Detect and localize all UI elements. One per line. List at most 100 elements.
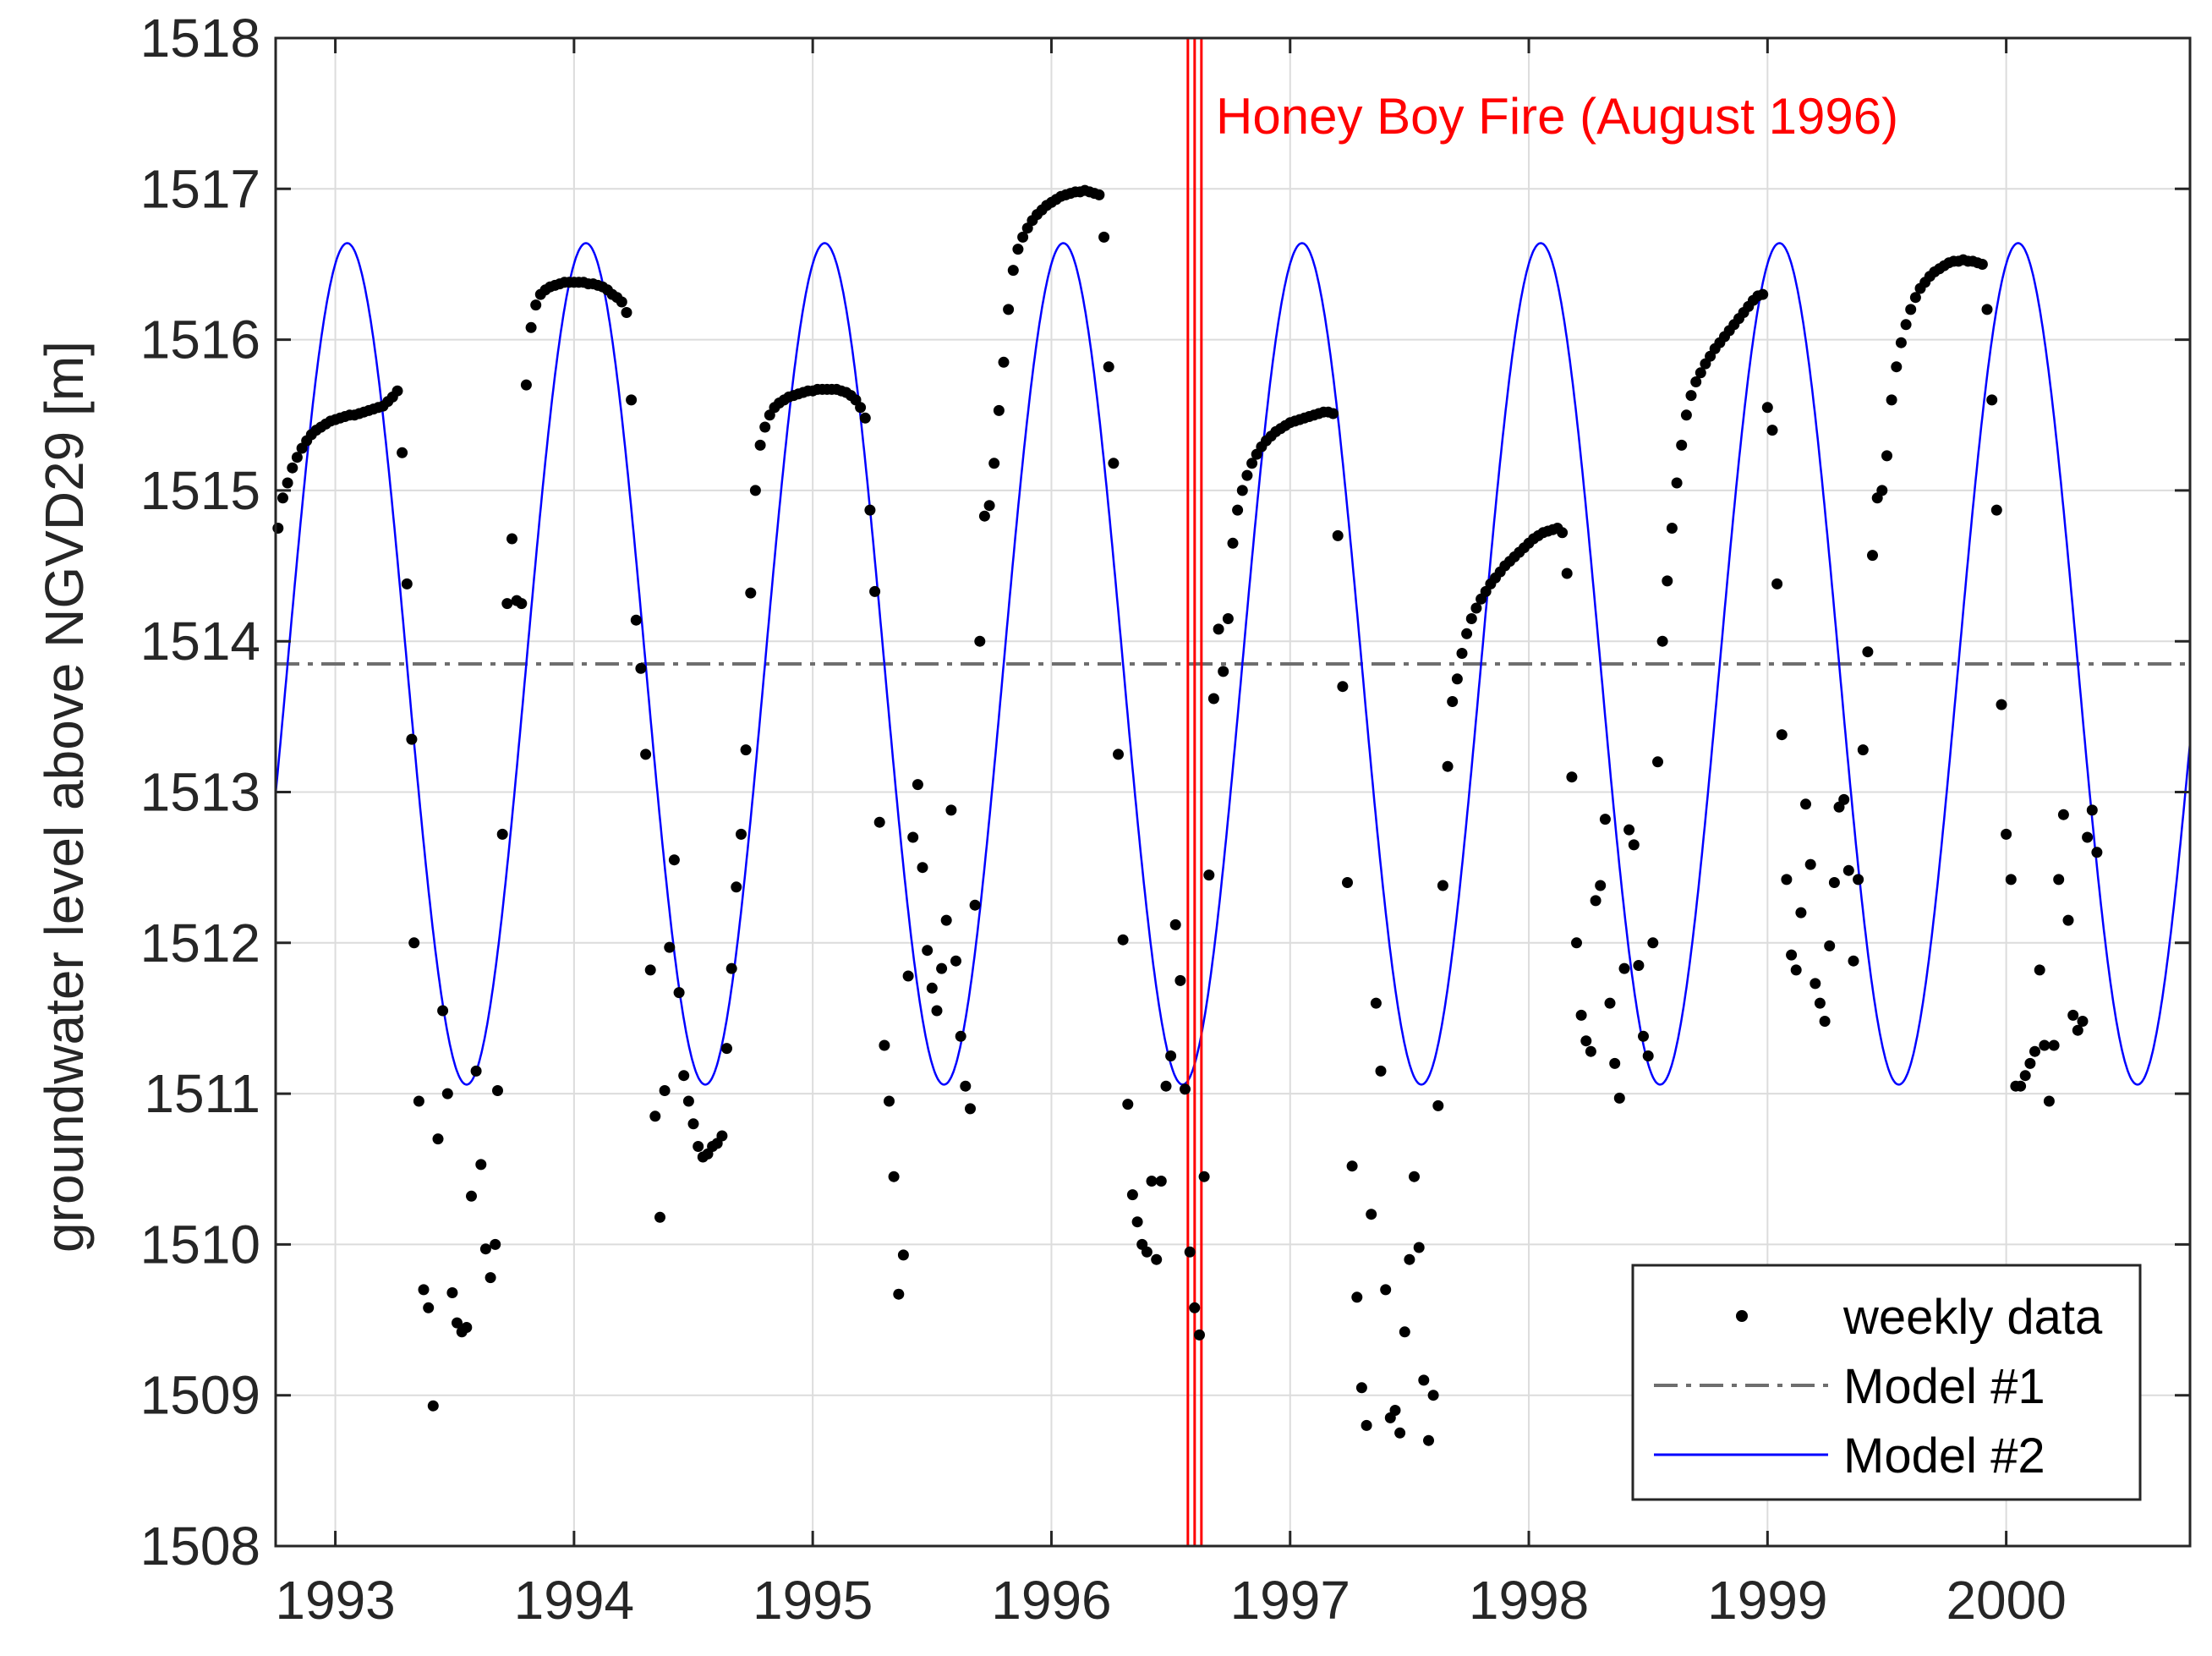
data-point — [654, 1211, 665, 1223]
data-point — [902, 970, 914, 982]
data-point — [1804, 858, 1816, 870]
data-point — [1695, 367, 1706, 379]
data-point — [1189, 1302, 1201, 1313]
data-point — [912, 779, 923, 791]
data-point — [1604, 997, 1616, 1009]
data-point — [884, 1095, 895, 1107]
data-point — [1380, 1284, 1392, 1296]
data-point — [955, 1030, 966, 1042]
data-point — [725, 962, 737, 974]
y-tick-label: 1516 — [140, 310, 260, 370]
x-tick-label: 1995 — [753, 1570, 873, 1631]
data-point — [859, 412, 871, 424]
data-point — [1141, 1246, 1153, 1258]
y-tick-label: 1515 — [140, 460, 260, 521]
data-point — [277, 492, 288, 504]
data-point — [418, 1284, 430, 1296]
data-point — [2029, 1045, 2040, 1057]
data-point — [678, 1070, 690, 1082]
data-point — [1647, 937, 1659, 949]
data-point — [731, 881, 742, 893]
data-point — [413, 1095, 424, 1107]
data-point — [1900, 319, 1912, 331]
data-point — [1776, 729, 1788, 741]
data-point — [1370, 997, 1382, 1009]
data-point — [1470, 602, 1482, 614]
data-point — [936, 962, 948, 974]
data-point — [1685, 390, 1697, 402]
data-point — [1590, 895, 1602, 907]
data-point — [2082, 831, 2094, 843]
data-point — [630, 614, 642, 626]
x-tick-label: 1993 — [275, 1570, 395, 1631]
legend-box — [1631, 1264, 2142, 1501]
data-point — [998, 356, 1010, 368]
data-point — [974, 635, 986, 647]
data-point — [940, 914, 952, 926]
data-point — [1623, 824, 1635, 836]
data-point — [272, 523, 284, 534]
data-point — [2091, 847, 2103, 858]
data-point — [1690, 376, 1702, 387]
data-point — [446, 1287, 458, 1298]
data-point — [978, 510, 990, 522]
data-point — [406, 733, 418, 745]
data-point — [983, 500, 995, 512]
data-point — [1337, 681, 1349, 693]
data-point — [490, 1238, 501, 1250]
data-point — [1442, 760, 1454, 772]
data-point — [1680, 409, 1692, 421]
data-point — [907, 831, 919, 843]
data-point — [965, 1103, 976, 1115]
data-point — [2053, 874, 2065, 886]
data-point — [1328, 408, 1339, 419]
data-point — [1986, 394, 1998, 406]
y-tick-label: 1517 — [140, 158, 260, 219]
y-axis-label: groundwater level above NGVD29 [m] — [34, 341, 95, 1253]
data-point — [1566, 771, 1578, 783]
data-point — [1232, 504, 1244, 516]
data-point — [649, 1110, 661, 1122]
data-point — [1881, 450, 1892, 462]
data-point — [2005, 874, 2017, 886]
data-point — [945, 804, 957, 816]
data-point — [1180, 1083, 1191, 1095]
data-point — [1981, 304, 1993, 315]
y-tick-label: 1511 — [144, 1063, 260, 1124]
y-tick-label: 1508 — [140, 1516, 260, 1576]
data-point — [1862, 646, 1874, 658]
data-point — [1113, 748, 1124, 760]
data-point — [897, 1249, 909, 1261]
data-point — [917, 862, 928, 874]
data-point — [1800, 798, 1811, 810]
data-point — [1876, 485, 1888, 496]
data-point — [687, 1118, 699, 1130]
data-point — [1198, 1171, 1210, 1182]
data-point — [282, 477, 293, 489]
data-point — [926, 982, 938, 994]
data-point — [1810, 978, 1821, 990]
data-point — [1613, 1092, 1625, 1104]
data-point — [1413, 1242, 1425, 1253]
data-point — [1432, 1099, 1444, 1111]
data-point — [621, 307, 632, 318]
data-point — [1151, 1253, 1163, 1265]
data-point — [1375, 1065, 1387, 1077]
legend-label-model-1: Model #1 — [1843, 1359, 2045, 1414]
data-point — [1771, 578, 1783, 589]
data-point — [1867, 550, 1878, 562]
data-point — [1766, 425, 1778, 436]
data-point — [397, 447, 408, 458]
data-point — [988, 458, 1000, 469]
data-point — [1236, 485, 1248, 496]
data-point — [441, 1088, 453, 1099]
data-point — [1842, 864, 1854, 876]
data-point — [864, 504, 876, 516]
data-point — [1165, 1050, 1177, 1061]
data-point — [2048, 1039, 2060, 1051]
data-point — [408, 937, 420, 949]
data-point — [1656, 635, 1668, 647]
data-point — [1174, 974, 1186, 986]
data-point — [869, 585, 881, 597]
